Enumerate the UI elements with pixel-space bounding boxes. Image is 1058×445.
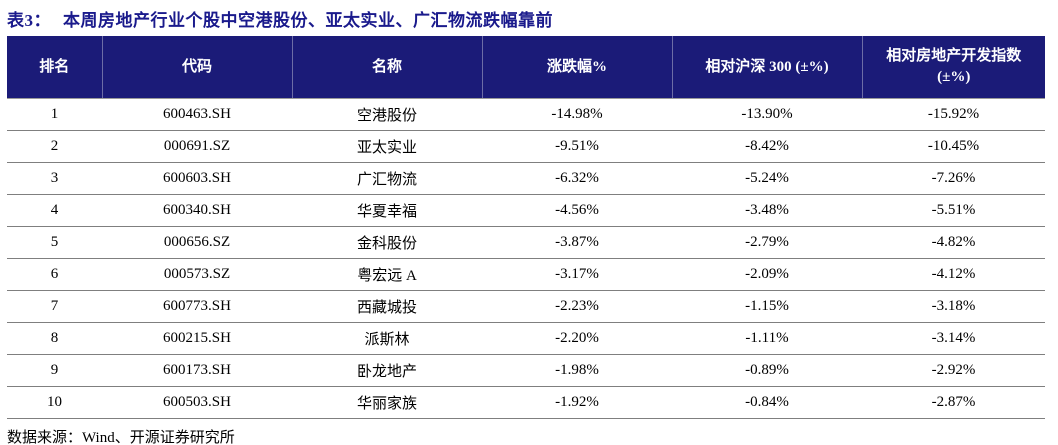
table-title-text: 本周房地产行业个股中空港股份、亚太实业、广汇物流跌幅靠前 [63,11,553,30]
cell-change: -6.32% [482,162,672,195]
data-source-note: 数据来源：Wind、开源证券研究所 [7,429,235,445]
table-row: 5 000656.SZ 金科股份 -3.87% -2.79% -4.82% [7,226,1045,259]
cell-rel-hs300: -13.90% [672,98,862,131]
cell-rank: 3 [7,162,102,195]
cell-rel-dev-index: -4.82% [862,226,1045,259]
cell-rel-dev-index: -10.45% [862,130,1045,163]
cell-change: -3.87% [482,226,672,259]
cell-change: -2.20% [482,322,672,355]
col-header-change: 涨跌幅% [481,36,672,99]
cell-change: -2.23% [482,290,672,323]
cell-rel-hs300: -0.89% [672,354,862,387]
cell-name: 华夏幸福 [292,194,482,227]
cell-code: 600340.SH [102,194,292,227]
cell-rel-hs300: -2.09% [672,258,862,291]
cell-name: 金科股份 [292,226,482,259]
cell-rank: 1 [7,98,102,131]
cell-rank: 5 [7,226,102,259]
cell-code: 600215.SH [102,322,292,355]
cell-rel-dev-index: -2.87% [862,386,1045,419]
cell-rel-dev-index: -7.26% [862,162,1045,195]
cell-change: -14.98% [482,98,672,131]
cell-change: -4.56% [482,194,672,227]
cell-rel-dev-index: -15.92% [862,98,1045,131]
cell-rel-hs300: -2.79% [672,226,862,259]
cell-code: 600603.SH [102,162,292,195]
cell-rank: 8 [7,322,102,355]
cell-rel-hs300: -1.15% [672,290,862,323]
cell-name: 粤宏远 A [292,258,482,291]
cell-code: 000573.SZ [102,258,292,291]
cell-name: 亚太实业 [292,130,482,163]
table-row: 2 000691.SZ 亚太实业 -9.51% -8.42% -10.45% [7,130,1045,163]
cell-rel-hs300: -1.11% [672,322,862,355]
table-row: 10 600503.SH 华丽家族 -1.92% -0.84% -2.87% [7,386,1045,419]
cell-code: 600463.SH [102,98,292,131]
stock-decline-table: 排名 代码 名称 涨跌幅% 相对沪深 300 (±%) 相对房地产开发指数 (±%… [7,36,1045,419]
table-row: 6 000573.SZ 粤宏远 A -3.17% -2.09% -4.12% [7,258,1045,291]
cell-rank: 6 [7,258,102,291]
cell-change: -9.51% [482,130,672,163]
cell-change: -3.17% [482,258,672,291]
cell-name: 卧龙地产 [292,354,482,387]
cell-name: 华丽家族 [292,386,482,419]
col-header-rel-hs300: 相对沪深 300 (±%) [671,36,862,99]
col-header-name: 名称 [291,36,482,99]
cell-rank: 4 [7,194,102,227]
cell-name: 西藏城投 [292,290,482,323]
col-header-code: 代码 [101,36,292,99]
cell-rel-dev-index: -3.18% [862,290,1045,323]
cell-rank: 7 [7,290,102,323]
cell-rel-hs300: -3.48% [672,194,862,227]
cell-rel-dev-index: -2.92% [862,354,1045,387]
table-row: 9 600173.SH 卧龙地产 -1.98% -0.89% -2.92% [7,354,1045,387]
table-number-label: 表3： [7,11,51,30]
cell-change: -1.92% [482,386,672,419]
table-row: 7 600773.SH 西藏城投 -2.23% -1.15% -3.18% [7,290,1045,323]
table-row: 3 600603.SH 广汇物流 -6.32% -5.24% -7.26% [7,162,1045,195]
col-header-rel-dev-index-line1: 相对房地产开发指数 [886,48,1022,64]
cell-rel-hs300: -8.42% [672,130,862,163]
cell-rel-hs300: -5.24% [672,162,862,195]
cell-rel-hs300: -0.84% [672,386,862,419]
cell-code: 000656.SZ [102,226,292,259]
col-header-rank: 排名 [7,36,102,99]
cell-name: 空港股份 [292,98,482,131]
header-row: 排名 代码 名称 涨跌幅% 相对沪深 300 (±%) 相对房地产开发指数 (±%… [7,36,1045,99]
cell-rel-dev-index: -3.14% [862,322,1045,355]
table-row: 1 600463.SH 空港股份 -14.98% -13.90% -15.92% [7,98,1045,131]
cell-name: 派斯林 [292,322,482,355]
cell-rank: 2 [7,130,102,163]
page-title: 表3： 本周房地产行业个股中空港股份、亚太实业、广汇物流跌幅靠前 [0,0,1058,36]
cell-rank: 9 [7,354,102,387]
col-header-rel-dev-index-line2: (±%) [937,68,971,85]
cell-code: 600503.SH [102,386,292,419]
table-row: 4 600340.SH 华夏幸福 -4.56% -3.48% -5.51% [7,194,1045,227]
table-row: 8 600215.SH 派斯林 -2.20% -1.11% -3.14% [7,322,1045,355]
cell-rel-dev-index: -5.51% [862,194,1045,227]
cell-rank: 10 [7,386,102,419]
cell-code: 000691.SZ [102,130,292,163]
cell-name: 广汇物流 [292,162,482,195]
cell-change: -1.98% [482,354,672,387]
cell-rel-dev-index: -4.12% [862,258,1045,291]
col-header-rel-dev-index: 相对房地产开发指数 (±%) [861,36,1045,99]
cell-code: 600173.SH [102,354,292,387]
cell-code: 600773.SH [102,290,292,323]
